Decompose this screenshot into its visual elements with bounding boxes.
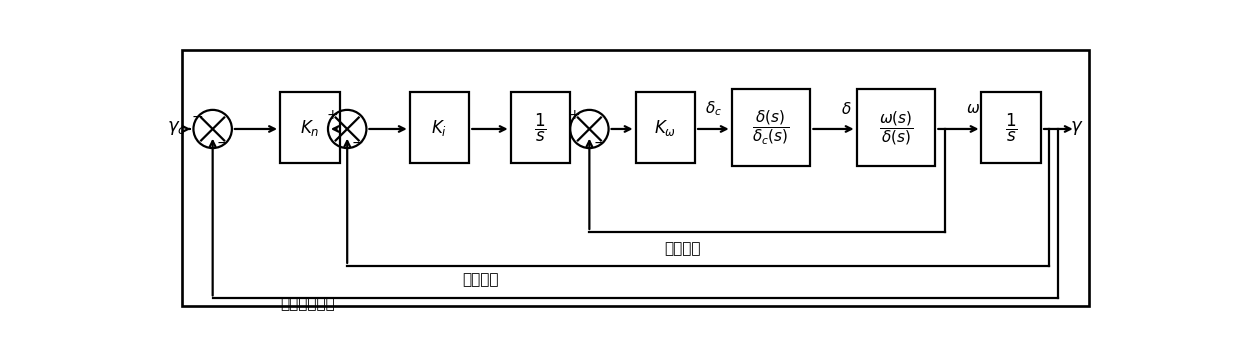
Text: $\dfrac{\omega(s)}{\delta(s)}$: $\dfrac{\omega(s)}{\delta(s)}$ (879, 109, 913, 147)
Text: 增稳回路: 增稳回路 (463, 272, 498, 287)
Text: $\dfrac{1}{s}$: $\dfrac{1}{s}$ (1004, 112, 1018, 144)
Bar (732, 89, 811, 166)
Text: $\delta_c$: $\delta_c$ (704, 99, 722, 118)
Text: $\gamma$: $\gamma$ (1070, 119, 1084, 137)
Bar (280, 92, 340, 163)
Text: $-$: $-$ (351, 135, 363, 149)
Text: $-$: $-$ (191, 108, 203, 122)
Text: $\dfrac{\delta(s)}{\delta_c(s)}$: $\dfrac{\delta(s)}{\delta_c(s)}$ (753, 109, 790, 147)
Text: $-$: $-$ (593, 135, 605, 149)
Bar (409, 92, 469, 163)
Bar (635, 92, 696, 163)
Bar (982, 92, 1042, 163)
Text: 姿态跟踪回路: 姿态跟踪回路 (280, 296, 335, 311)
Text: $+$: $+$ (568, 108, 580, 122)
Text: $K_n$: $K_n$ (300, 118, 320, 138)
Text: $K_\omega$: $K_\omega$ (655, 118, 676, 138)
Text: 阻尼回路: 阻尼回路 (665, 241, 701, 256)
Bar (857, 89, 935, 166)
Text: $\omega$: $\omega$ (966, 101, 980, 116)
Text: $\gamma_c$: $\gamma_c$ (167, 119, 187, 137)
Text: $+$: $+$ (326, 108, 337, 122)
Text: $\delta$: $\delta$ (841, 101, 852, 117)
Text: $-$: $-$ (216, 135, 228, 149)
Text: $\dfrac{1}{s}$: $\dfrac{1}{s}$ (534, 112, 547, 144)
Bar (511, 92, 570, 163)
Text: $K_i$: $K_i$ (432, 118, 448, 138)
